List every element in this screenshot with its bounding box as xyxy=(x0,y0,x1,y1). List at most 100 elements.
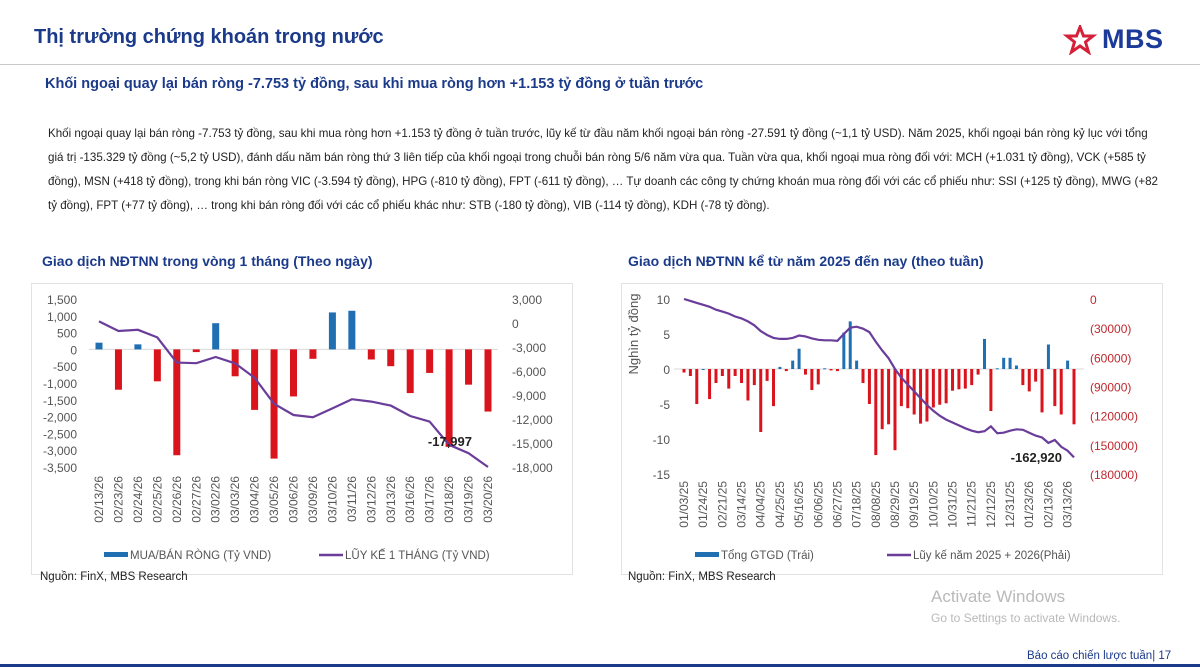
x-axis-tick: 03/09/26 xyxy=(306,476,320,523)
bar xyxy=(733,369,737,376)
x-axis-tick: 10/10/25 xyxy=(926,481,940,528)
bar xyxy=(251,349,259,410)
left-axis-tick: 500 xyxy=(57,327,77,341)
left-axis-tick: 0 xyxy=(70,343,77,357)
bar xyxy=(995,368,999,370)
bar xyxy=(925,369,929,422)
x-axis-tick: 03/19/26 xyxy=(462,476,476,523)
last-value-label: -17,997 xyxy=(428,434,472,449)
header-divider xyxy=(0,64,1200,65)
logo-text: MBS xyxy=(1102,24,1164,54)
bar xyxy=(816,369,820,385)
bar xyxy=(1021,369,1025,386)
bar xyxy=(791,360,795,369)
bar xyxy=(752,369,756,386)
right-axis-tick: 0 xyxy=(512,317,519,331)
bar xyxy=(982,338,986,369)
bar xyxy=(848,321,852,369)
x-axis-tick: 02/25/26 xyxy=(150,476,164,523)
bar xyxy=(445,349,453,447)
section-subtitle: Khối ngoại quay lại bán ròng -7.753 tỷ đ… xyxy=(45,76,704,92)
bar xyxy=(1002,357,1006,369)
x-axis-tick: 04/25/25 xyxy=(773,481,787,528)
cumulative-line xyxy=(98,320,489,468)
footer-bar xyxy=(0,664,1200,667)
right-axis-tick: (180000) xyxy=(1090,468,1138,482)
chart2-source: Nguồn: FinX, MBS Research xyxy=(628,571,776,583)
x-axis-tick: 02/27/26 xyxy=(189,476,203,523)
bar xyxy=(810,369,814,390)
x-axis-tick: 10/31/25 xyxy=(946,481,960,528)
x-axis-tick: 03/17/26 xyxy=(423,476,437,523)
bar xyxy=(708,369,712,400)
x-axis-tick: 04/04/25 xyxy=(754,481,768,528)
left-axis-tick: -3,000 xyxy=(43,444,77,458)
bar xyxy=(746,369,750,401)
chart1-box: 1,500 1,000 500 0 -500 -1,000 -1,500 -2,000 -2,5… xyxy=(31,283,573,575)
x-axis-tick: 03/14/25 xyxy=(735,481,749,528)
x-axis-tick: 08/08/25 xyxy=(869,481,883,528)
bar xyxy=(465,349,473,385)
bar xyxy=(880,369,884,430)
bar xyxy=(484,349,492,412)
left-axis-tick: -10 xyxy=(653,433,671,447)
bar xyxy=(387,349,395,367)
chart1-source: Nguồn: FinX, MBS Research xyxy=(40,571,188,583)
x-axis-tick: 09/19/25 xyxy=(907,481,921,528)
x-axis-tick: 05/16/25 xyxy=(792,481,806,528)
x-axis-tick: 03/12/26 xyxy=(364,476,378,523)
bar xyxy=(803,369,807,375)
page-title: Thị trường chứng khoán trong nước xyxy=(34,26,384,48)
weekly-foreign-trading-chart: 10 5 0 -5 -10 -15 0 (30000) (60000) (90000) (12000… xyxy=(626,293,1138,562)
left-axis-tick: -2,000 xyxy=(43,411,77,425)
bar xyxy=(701,369,705,370)
bar xyxy=(426,349,434,373)
bar xyxy=(727,369,731,389)
left-axis-tick: 5 xyxy=(663,328,670,342)
x-axis-tick: 01/24/25 xyxy=(696,481,710,528)
x-axis-tick: 03/05/26 xyxy=(267,476,281,523)
left-axis-tick: 10 xyxy=(657,293,671,307)
bar xyxy=(740,369,744,383)
x-axis-tick: 02/23/26 xyxy=(111,476,125,523)
bar xyxy=(874,369,878,456)
right-axis-tick: 3,000 xyxy=(512,293,542,307)
right-axis-tick: (90000) xyxy=(1090,381,1131,395)
bar xyxy=(957,369,961,390)
x-axis-tick: 03/04/26 xyxy=(248,476,262,523)
left-axis-tick: -15 xyxy=(653,468,671,482)
bar xyxy=(970,369,974,386)
bar xyxy=(682,369,686,373)
x-axis-tick: 03/03/26 xyxy=(228,476,242,523)
last-value-label: -162,920 xyxy=(1011,450,1062,465)
chart2-title: Giao dịch NĐTNN kể từ năm 2025 đến nay (… xyxy=(628,253,984,269)
star-logo-icon xyxy=(1062,24,1098,55)
chart1-title: Giao dịch NĐTNN trong vòng 1 tháng (Theo… xyxy=(42,253,373,269)
left-axis-tick: 1,000 xyxy=(47,310,77,324)
x-axis-tick: 02/21/25 xyxy=(715,481,729,528)
bar xyxy=(1066,360,1070,369)
right-axis-tick: -18,000 xyxy=(512,461,553,475)
mbs-logo: MBS xyxy=(1062,24,1164,55)
x-axis-tick: 03/11/26 xyxy=(345,476,359,522)
x-axis-tick: 03/06/26 xyxy=(287,476,301,523)
x-axis-tick: 03/16/26 xyxy=(403,476,417,523)
bar xyxy=(1014,365,1018,369)
x-axis-tick: 12/31/25 xyxy=(1003,481,1017,528)
x-axis-tick: 08/29/25 xyxy=(888,481,902,528)
legend-line-label: Lũy kế năm 2025 + 2026(Phải) xyxy=(913,550,1071,562)
right-axis-tick: -15,000 xyxy=(512,437,553,451)
bar xyxy=(367,349,375,360)
x-axis-tick: 07/18/25 xyxy=(850,481,864,528)
x-axis-tick: 03/18/26 xyxy=(442,476,456,523)
right-axis-tick: -12,000 xyxy=(512,413,553,427)
x-axis-tick: 11/21/25 xyxy=(965,481,979,527)
bar xyxy=(989,369,993,411)
left-axis-tick: -2,500 xyxy=(43,427,77,441)
watermark-title: Activate Windows xyxy=(931,587,1066,606)
bar xyxy=(899,369,903,407)
bar xyxy=(153,349,161,382)
bar xyxy=(1040,369,1044,413)
left-axis-tick: -1,000 xyxy=(43,377,77,391)
legend-bar-label: Tổng GTGD (Trái) xyxy=(721,550,814,562)
